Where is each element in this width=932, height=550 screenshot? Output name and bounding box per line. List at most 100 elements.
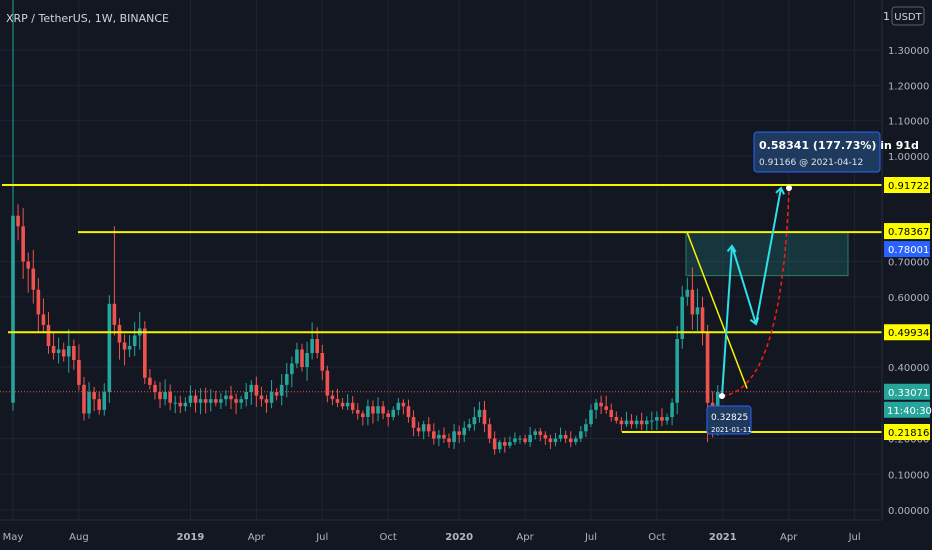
- candle-body: [102, 392, 107, 410]
- candle-body: [26, 261, 31, 269]
- candle-body: [330, 395, 335, 400]
- candle-body: [518, 438, 522, 440]
- candle-body: [421, 424, 426, 432]
- candle-body: [203, 399, 208, 403]
- candle-body: [239, 399, 243, 403]
- candle-body: [229, 395, 233, 400]
- level-price-tag: [884, 241, 930, 258]
- candle-body: [366, 406, 370, 418]
- candle-body: [634, 420, 639, 425]
- currency-button[interactable]: USDT: [891, 6, 925, 26]
- candle-body: [234, 399, 238, 403]
- x-tick-label: Jul: [584, 532, 597, 543]
- candle-body: [573, 438, 578, 443]
- candle-body: [558, 434, 563, 439]
- currency-prefix: 1: [883, 10, 890, 23]
- candle-body: [563, 434, 568, 439]
- candle-body: [487, 424, 492, 439]
- time-axis[interactable]: May Aug 2019 Apr Jul Oct 2020 Apr Jul Oct 2021 Apr J…: [0, 519, 882, 543]
- candle-body: [16, 215, 20, 227]
- candle-body: [594, 402, 598, 410]
- measure-start-box[interactable]: 0.32825 2021-01-11: [706, 405, 752, 435]
- candle-body: [442, 434, 446, 439]
- candle-body: [254, 384, 259, 396]
- candle-body: [543, 434, 548, 439]
- arrow-head-down: [749, 317, 760, 326]
- candle-body: [482, 409, 487, 425]
- candle-body: [680, 296, 685, 339]
- candle-body: [655, 417, 659, 421]
- candle-body: [406, 406, 411, 418]
- y-tick-label: 0.40000: [888, 363, 929, 374]
- level-price-tag: [884, 177, 930, 194]
- level-price-tag-label: 0.78367: [888, 227, 929, 238]
- candle-body: [56, 349, 61, 353]
- zone-layer: [685, 231, 849, 277]
- candle-body: [584, 424, 588, 432]
- candle-body: [609, 409, 614, 418]
- candle-body: [644, 420, 649, 425]
- candle-body: [376, 406, 380, 414]
- candle-body: [188, 395, 193, 403]
- y-tick-label: 1.30000: [888, 46, 929, 57]
- candle-body: [97, 399, 101, 410]
- candle-body: [315, 339, 319, 353]
- price-axis[interactable]: 1.30000 1.20000 1.10000 1.00000 0.70000 0.600…: [881, 0, 932, 550]
- x-tick-label: Jul: [315, 532, 328, 543]
- candle-body: [553, 438, 558, 443]
- candle-body: [361, 413, 365, 418]
- symbol-title: XRP / TetherUS, 1W, BINANCE: [6, 12, 169, 25]
- y-tick-label: 0.60000: [888, 293, 929, 304]
- candle-body: [198, 399, 203, 403]
- arrow-head-up-2: [775, 186, 785, 195]
- candle-body: [675, 339, 679, 403]
- candle-body: [396, 402, 401, 410]
- x-tick-label: Apr: [248, 532, 266, 543]
- candle-body: [305, 353, 309, 367]
- y-tick-label: 1.00000: [888, 152, 929, 163]
- y-tick-label: 0.70000: [888, 258, 929, 269]
- candle-body: [548, 438, 553, 443]
- candle-body: [158, 392, 162, 400]
- candle-body: [183, 402, 188, 407]
- candle-body: [426, 424, 431, 432]
- level-price-tag-label: 0.21816: [888, 428, 929, 439]
- candle-body: [690, 289, 695, 315]
- candle-body: [72, 346, 76, 360]
- level-price-tag: [884, 324, 930, 341]
- measure-end-dot: [786, 185, 792, 191]
- candle-body: [269, 392, 274, 403]
- candle-body: [335, 399, 340, 403]
- level-price-tag-label: 0.91722: [888, 181, 929, 192]
- candle-body: [452, 431, 456, 443]
- countdown-tag: [884, 401, 930, 418]
- candle-body: [533, 431, 538, 435]
- candle-body: [350, 402, 355, 410]
- x-tick-label: May: [3, 532, 24, 543]
- candle-body: [528, 434, 532, 443]
- measure-box[interactable]: 0.58341 (177.73%) in 91d 0.91166 @ 2021-…: [753, 131, 919, 173]
- measure-target-label: 0.91166 @ 2021-04-12: [759, 158, 863, 168]
- candle-body: [224, 395, 228, 400]
- candle-body: [112, 303, 117, 325]
- candle-body: [538, 431, 543, 435]
- candle-body: [208, 399, 213, 403]
- candle-body: [127, 346, 132, 350]
- projection-curve: [721, 187, 790, 397]
- candle-body: [604, 406, 608, 410]
- candle-body: [467, 424, 472, 428]
- y-tick-label: 0.10000: [888, 470, 929, 481]
- level-layer: [0, 184, 882, 434]
- candle-body: [695, 307, 700, 315]
- measure-change-label: 0.58341 (177.73%) in 91d: [759, 139, 919, 152]
- candle-body: [497, 442, 502, 450]
- projection-path: [721, 187, 782, 397]
- candle-body: [670, 402, 674, 418]
- candle-body: [82, 384, 86, 414]
- candle-body: [579, 431, 583, 439]
- candle-body: [51, 346, 56, 353]
- annotation-layer: [686, 185, 792, 399]
- candle-body: [163, 392, 167, 400]
